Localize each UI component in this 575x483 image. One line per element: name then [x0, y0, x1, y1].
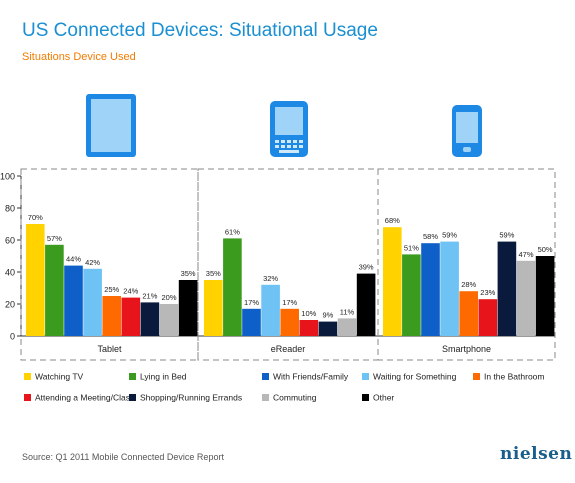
category-frames [20, 168, 556, 361]
legend-swatch [473, 373, 480, 380]
legend-label: Attending a Meeting/Class [35, 393, 134, 403]
data-label: 59% [499, 231, 514, 240]
legend-swatch [24, 373, 31, 380]
legend-label: In the Bathroom [484, 372, 544, 382]
chart-subtitle: Situations Device Used [22, 51, 136, 63]
data-labels: 70% 35% 68% 57% 61% 51% 44% 17% 58% 42% 32% 59% 25% 1… [28, 213, 553, 320]
data-label: 32% [263, 274, 278, 283]
category-label: Tablet [97, 344, 122, 354]
data-label: 57% [47, 234, 62, 243]
category-labels: Tablet eReader Smartphone [97, 344, 491, 354]
bar [140, 302, 160, 336]
data-label: 68% [385, 216, 400, 225]
category-frame [377, 168, 556, 361]
bar [459, 291, 478, 336]
bar [497, 241, 517, 336]
bars [26, 224, 555, 336]
legend-swatch [129, 373, 136, 380]
tablet-icon [86, 94, 136, 157]
data-label: 28% [461, 280, 476, 289]
legend-label: Other [373, 393, 394, 403]
legend-swatch [262, 373, 269, 380]
bar [383, 227, 402, 336]
category-label: eReader [271, 344, 306, 354]
bar [402, 254, 421, 336]
data-label: 17% [244, 298, 259, 307]
bar [337, 318, 357, 336]
bar [478, 299, 498, 336]
bar [261, 284, 280, 336]
bar [159, 304, 179, 336]
bar [26, 224, 45, 336]
data-label: 44% [66, 255, 81, 264]
legend-label: With Friends/Family [273, 372, 349, 382]
legend-swatch [362, 394, 369, 401]
bar [204, 280, 223, 336]
y-tick-label: 100 [0, 172, 15, 182]
data-label: 58% [423, 232, 438, 241]
legend-label: Watching TV [35, 372, 84, 382]
legend-swatch [24, 394, 31, 401]
data-label: 10% [301, 309, 316, 318]
data-label: 35% [181, 269, 196, 278]
legend-swatch [262, 394, 269, 401]
nielsen-logo: nielsen [500, 444, 573, 464]
category-frame [20, 168, 199, 361]
data-label: 35% [206, 269, 221, 278]
legend-label: Lying in Bed [140, 372, 187, 382]
bar [535, 256, 555, 336]
bar [318, 321, 338, 336]
data-label: 39% [359, 263, 374, 272]
category-label: Smartphone [442, 344, 491, 354]
bar [516, 260, 536, 336]
bar [299, 320, 319, 336]
data-label: 47% [518, 250, 533, 259]
bar [421, 243, 440, 336]
bar [83, 268, 102, 336]
bar [440, 241, 459, 336]
bar [64, 265, 83, 336]
ereader-icon [270, 101, 308, 157]
bar [178, 280, 198, 336]
data-label: 70% [28, 213, 43, 222]
data-label: 51% [404, 243, 419, 252]
data-label: 42% [85, 258, 100, 267]
legend-label: Waiting for Something [373, 372, 457, 382]
legend-swatch [362, 373, 369, 380]
data-label: 24% [123, 287, 138, 296]
legend-label: Commuting [273, 393, 317, 403]
data-label: 59% [442, 231, 457, 240]
bar [242, 308, 261, 336]
data-label: 50% [538, 245, 553, 254]
y-tick-label: 80 [5, 204, 15, 214]
legend: Watching TV Lying in Bed With Friends/Fami… [24, 372, 544, 403]
bar [356, 273, 376, 336]
data-label: 11% [340, 307, 355, 316]
y-tick-label: 20 [5, 300, 15, 310]
data-label: 21% [142, 291, 157, 300]
chart-title: US Connected Devices: Situational Usage [22, 20, 378, 41]
y-tick-label: 60 [5, 236, 15, 246]
legend-label: Shopping/Running Errands [140, 393, 242, 403]
data-label: 17% [282, 298, 297, 307]
smartphone-icon [452, 105, 482, 157]
bar [45, 244, 64, 336]
bar [102, 296, 121, 336]
data-label: 9% [322, 311, 333, 320]
bar [223, 238, 242, 336]
bar [121, 297, 141, 336]
data-label: 23% [480, 288, 495, 297]
source-note: Source: Q1 2011 Mobile Connected Device … [22, 452, 224, 462]
data-label: 61% [225, 227, 240, 236]
y-tick-label: 0 [10, 332, 15, 342]
y-tick-label: 40 [5, 268, 15, 278]
data-label: 20% [161, 293, 176, 302]
legend-swatch [129, 394, 136, 401]
bar [280, 308, 299, 336]
data-label: 25% [104, 285, 119, 294]
